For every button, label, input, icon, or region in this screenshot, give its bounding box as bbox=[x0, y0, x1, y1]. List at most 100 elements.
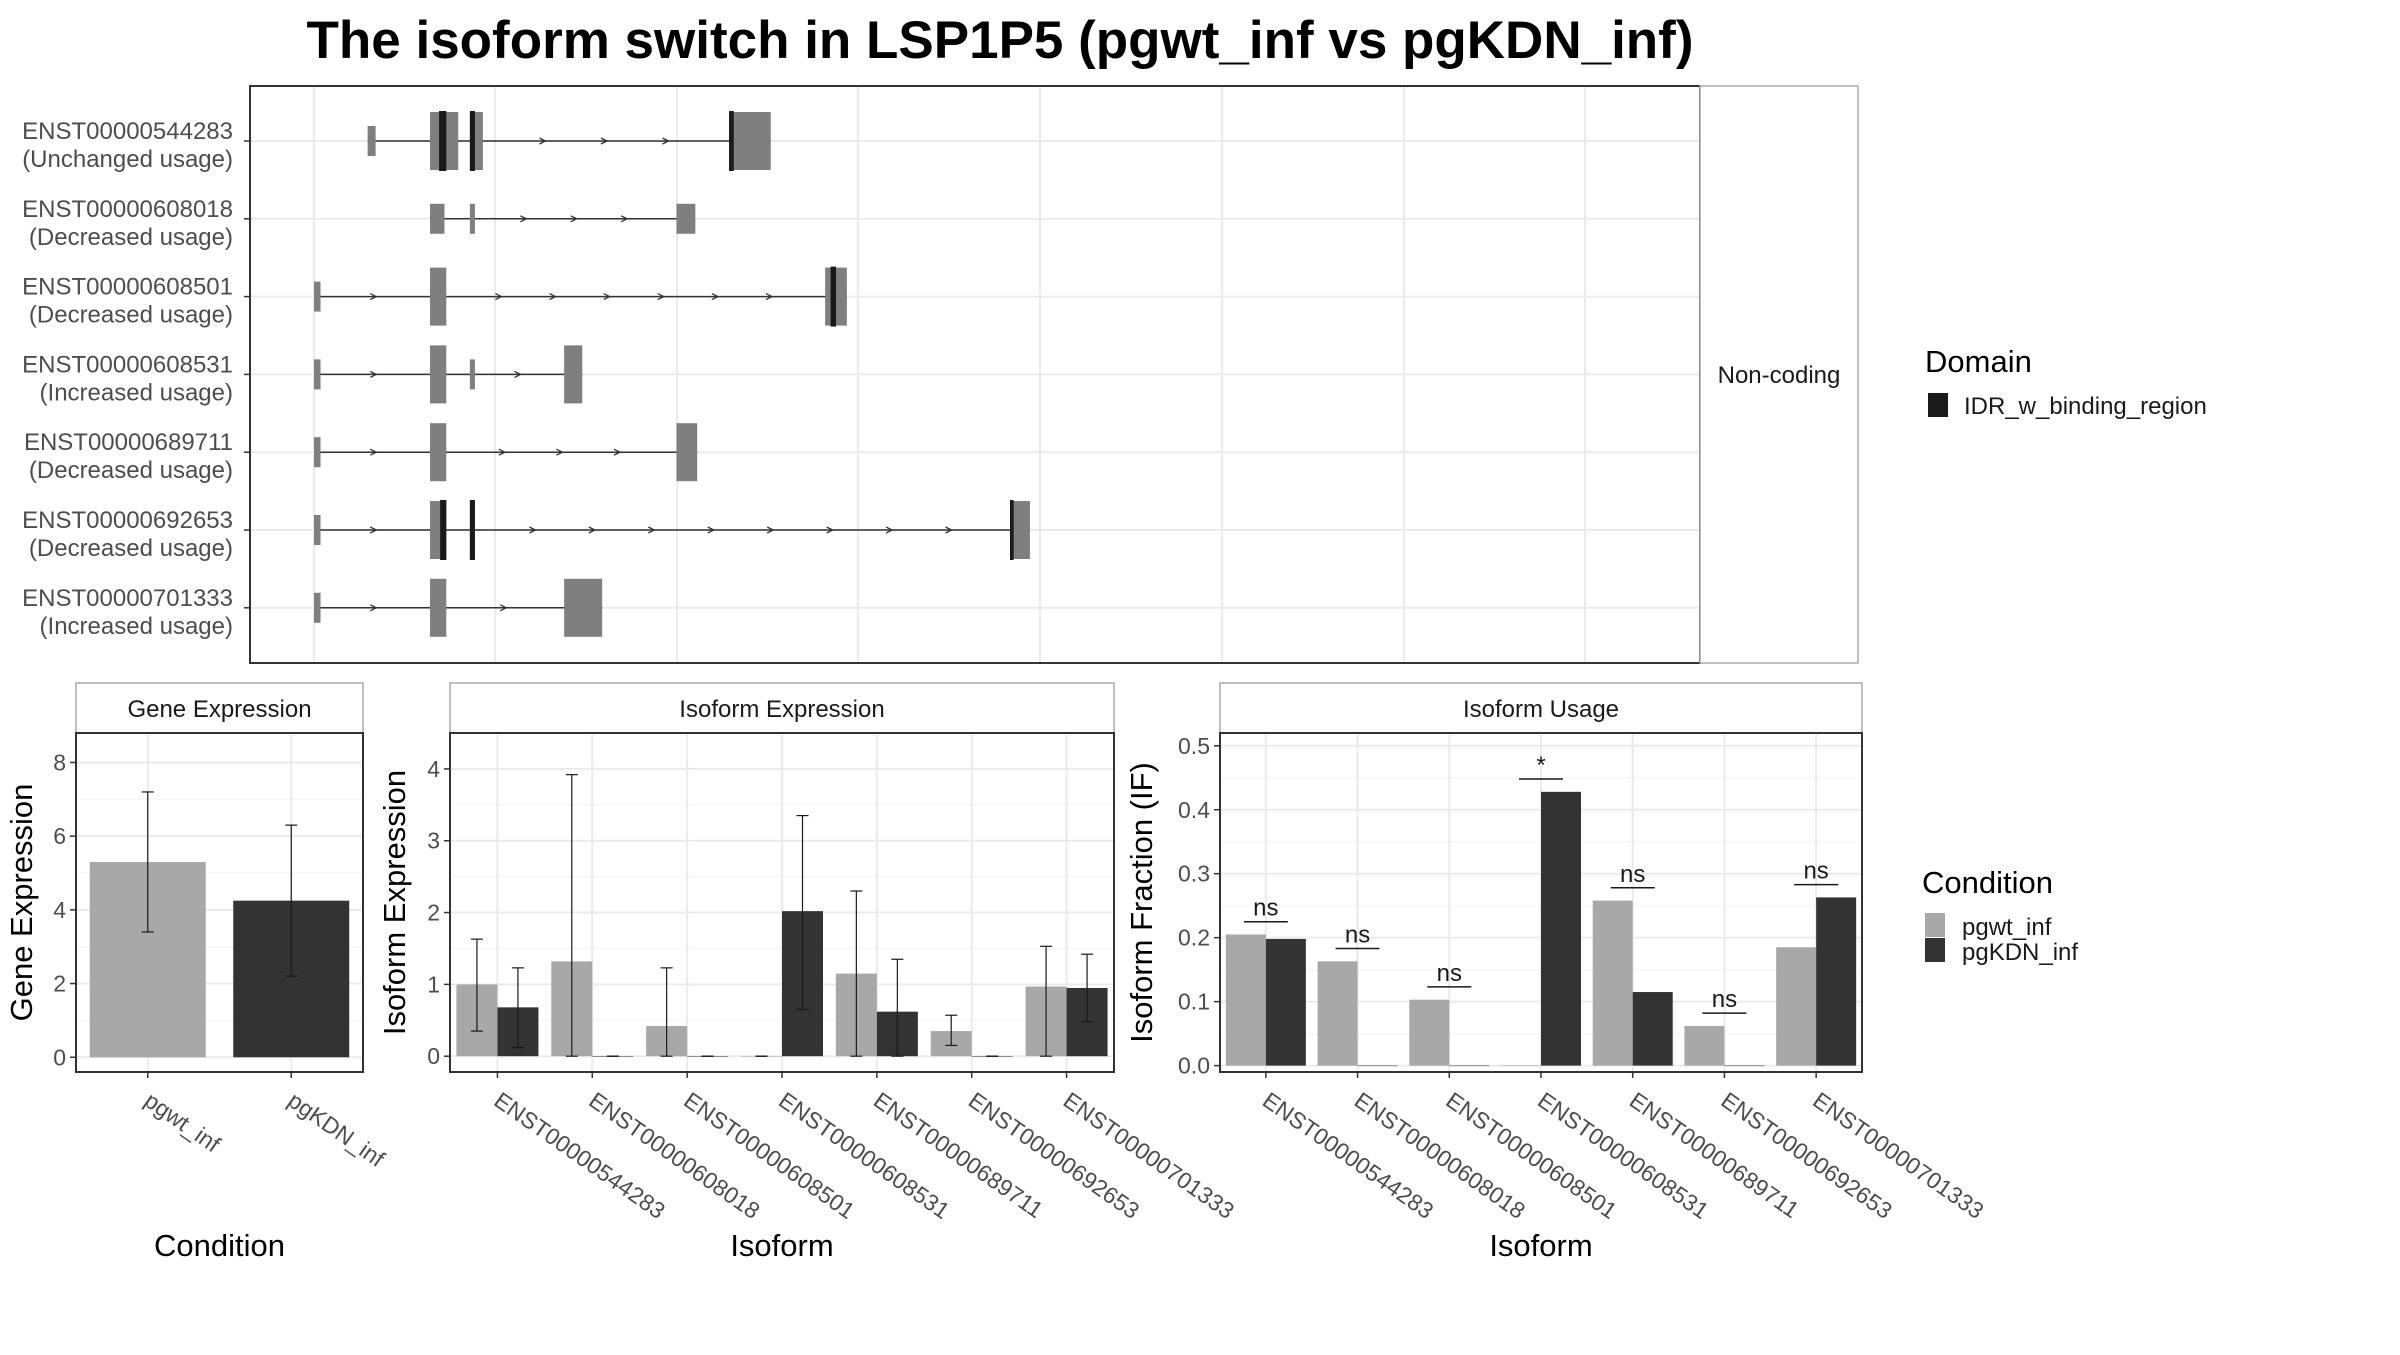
significance-label: ns bbox=[1437, 960, 1462, 987]
ytick-label: 0.3 bbox=[1178, 861, 1210, 887]
significance-label: ns bbox=[1803, 858, 1828, 885]
exon bbox=[430, 203, 445, 234]
bar-pgKDN_inf-2 bbox=[1449, 1065, 1490, 1067]
intron-arrow bbox=[539, 137, 547, 145]
intron-arrow bbox=[369, 604, 378, 612]
xtick-label: ENST00000544283 bbox=[490, 1087, 670, 1224]
x-axis-title: Isoform bbox=[730, 1228, 833, 1263]
bar-pgwt_inf-4 bbox=[1592, 900, 1633, 1066]
significance-label: ns bbox=[1345, 922, 1370, 949]
xtick-label: ENST00000692653 bbox=[964, 1087, 1144, 1224]
intron-arrow bbox=[556, 448, 564, 456]
chart-strip-title: Gene Expression bbox=[127, 696, 311, 723]
transcript-label: ENST00000701333 bbox=[22, 585, 233, 612]
domain-idr-binding bbox=[469, 111, 475, 171]
intron-arrow bbox=[826, 526, 835, 534]
exon bbox=[430, 423, 447, 482]
condition-legend-key-pgwt bbox=[1925, 913, 1945, 937]
intron-arrow bbox=[369, 370, 378, 378]
transcript-label: ENST00000608018 bbox=[22, 196, 233, 223]
chart-strip bbox=[1219, 682, 1863, 734]
condition-legend-label-pgwt: pgwt_inf bbox=[1962, 914, 2052, 941]
exon bbox=[314, 515, 321, 545]
bar-pgwt_inf-5 bbox=[1684, 1025, 1725, 1066]
exon bbox=[469, 203, 475, 234]
exon bbox=[676, 203, 696, 234]
transcript-row-ENST00000544283 bbox=[367, 111, 771, 171]
xtick-label: ENST00000689711 bbox=[869, 1087, 1048, 1223]
transcript-label: ENST00000689711 bbox=[24, 429, 233, 456]
bar-pgKDN_inf-5 bbox=[1724, 1065, 1765, 1067]
domain-legend-label: IDR_w_binding_region bbox=[1964, 393, 2207, 420]
transcript-label: ENST00000608501 bbox=[22, 274, 233, 301]
intron-arrow bbox=[657, 293, 666, 301]
significance-label: ns bbox=[1620, 861, 1645, 888]
bar-pgwt_inf-0 bbox=[1225, 934, 1266, 1066]
transcript-usage-label: (Unchanged usage) bbox=[22, 146, 233, 173]
bar-pgKDN_inf-0 bbox=[1265, 938, 1306, 1066]
transcript-usage-label: (Increased usage) bbox=[40, 613, 233, 640]
xtick-label: ENST00000608501 bbox=[679, 1087, 859, 1224]
transcript-usage-label: (Decreased usage) bbox=[29, 535, 233, 562]
y-axis-title: Gene Expression bbox=[4, 784, 39, 1022]
y-axis-title: Isoform Expression bbox=[377, 770, 412, 1035]
ytick-label: 0.0 bbox=[1178, 1053, 1210, 1079]
xtick-label: ENST00000701333 bbox=[1808, 1087, 1988, 1224]
domain-legend-key bbox=[1928, 393, 1948, 417]
intron-arrow bbox=[570, 215, 579, 223]
condition-legend: Condition pgwt_inf pgKDN_inf bbox=[1922, 865, 2078, 966]
domain-legend-title: Domain bbox=[1925, 344, 2032, 379]
facet-strip bbox=[1699, 85, 1859, 664]
chart-strip-title: Isoform Expression bbox=[679, 696, 884, 723]
facet-strip-label: Non-coding bbox=[1718, 362, 1841, 389]
transcript-label: ENST00000544283 bbox=[22, 118, 233, 145]
exon bbox=[314, 359, 321, 390]
transcript-label: ENST00000692653 bbox=[22, 507, 233, 534]
isoform-expression-chart: Isoform Expression01234ENST00000544283EN… bbox=[377, 682, 1239, 1263]
xtick-label: ENST00000608531 bbox=[1533, 1087, 1713, 1224]
chart-border bbox=[75, 732, 364, 1073]
intron-arrow bbox=[711, 293, 720, 301]
exon bbox=[469, 359, 475, 390]
xtick-label: ENST00000608531 bbox=[774, 1087, 954, 1224]
intron-arrow bbox=[620, 215, 629, 223]
intron-arrow bbox=[495, 293, 503, 301]
ytick-label: 1 bbox=[427, 971, 440, 997]
xtick-label: ENST00000608501 bbox=[1441, 1087, 1621, 1224]
condition-legend-title: Condition bbox=[1922, 865, 2053, 900]
x-axis-title: Condition bbox=[154, 1228, 285, 1263]
intron-arrow bbox=[529, 526, 537, 534]
transcript-row-ENST00000608501 bbox=[314, 266, 847, 327]
ytick-label: 0 bbox=[427, 1043, 440, 1069]
transcript-row-ENST00000692653 bbox=[314, 500, 1030, 560]
domain-idr-binding bbox=[439, 111, 447, 171]
intron-arrow bbox=[369, 448, 378, 456]
significance-label: * bbox=[1536, 752, 1545, 779]
transcript-usage-label: (Decreased usage) bbox=[29, 457, 233, 484]
ytick-label: 0 bbox=[53, 1044, 66, 1070]
bar-pgwt_inf-2 bbox=[1409, 999, 1450, 1066]
intron-arrow bbox=[766, 526, 775, 534]
ytick-label: 2 bbox=[53, 971, 66, 997]
xtick-label: ENST00000608018 bbox=[584, 1087, 764, 1224]
intron-arrow bbox=[662, 137, 670, 145]
intron-arrow bbox=[520, 215, 528, 223]
intron-arrow bbox=[499, 604, 508, 612]
exon bbox=[314, 437, 321, 468]
xtick-label: ENST00000608018 bbox=[1350, 1087, 1530, 1224]
domain-legend: Domain IDR_w_binding_region bbox=[1925, 344, 2207, 420]
exon bbox=[314, 281, 321, 312]
chart-strip bbox=[449, 682, 1115, 734]
intron-arrow bbox=[600, 137, 609, 145]
xtick-label: ENST00000692653 bbox=[1717, 1087, 1897, 1224]
exon bbox=[430, 267, 447, 326]
exon bbox=[564, 578, 603, 637]
ytick-label: 2 bbox=[427, 900, 440, 926]
transcript-label: ENST00000608531 bbox=[22, 351, 233, 378]
bar-pgKDN_inf-6 bbox=[1816, 897, 1857, 1066]
xtick-label: pgKDN_inf bbox=[283, 1087, 390, 1172]
exon bbox=[676, 423, 698, 482]
ytick-label: 6 bbox=[53, 823, 66, 849]
condition-legend-label-pgkdn: pgKDN_inf bbox=[1962, 939, 2078, 966]
